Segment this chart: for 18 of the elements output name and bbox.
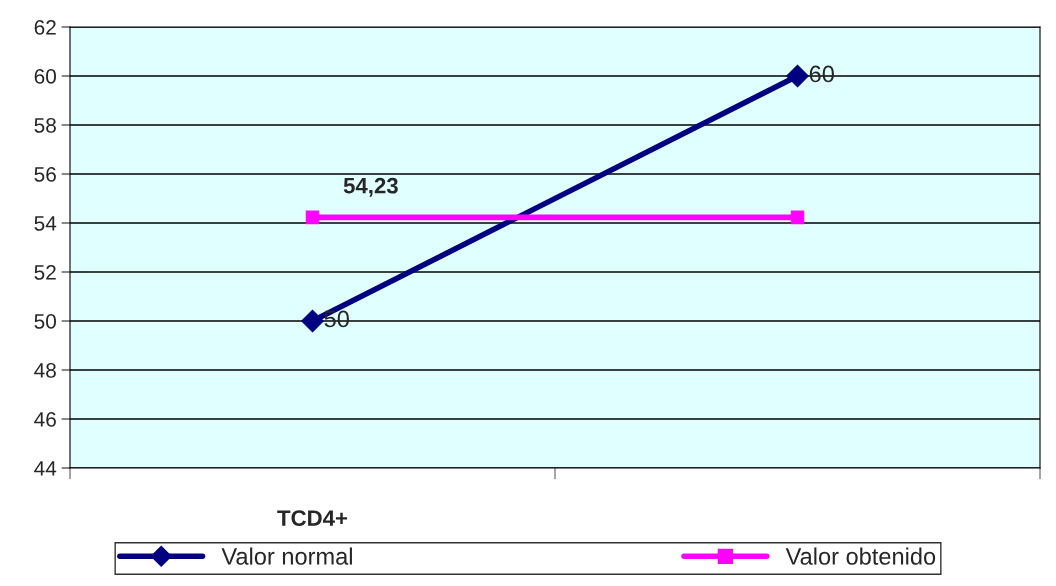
point (301, 309, 324, 333)
y-tick-label: 46 (34, 412, 56, 427)
y-tick-label: 44 (34, 461, 57, 476)
data-label: 54,23 (343, 177, 398, 197)
y-tick-label: 62 (34, 20, 56, 35)
y-tick-label: 56 (34, 167, 56, 182)
y-tick-label: 54 (34, 216, 57, 231)
y-tick-label: 48 (34, 363, 56, 378)
y-tick-label: 60 (34, 69, 56, 84)
y-tick-label: 52 (34, 265, 56, 280)
point (786, 64, 809, 88)
legend-label: Valor obtenido (785, 547, 936, 565)
legend-label: Valor normal (221, 547, 352, 565)
point (790, 210, 805, 225)
point (305, 210, 320, 225)
y-tick-label: 58 (34, 118, 56, 133)
y-tick-label: 50 (34, 314, 56, 329)
x-tick-label: TCD4+ (277, 510, 348, 526)
